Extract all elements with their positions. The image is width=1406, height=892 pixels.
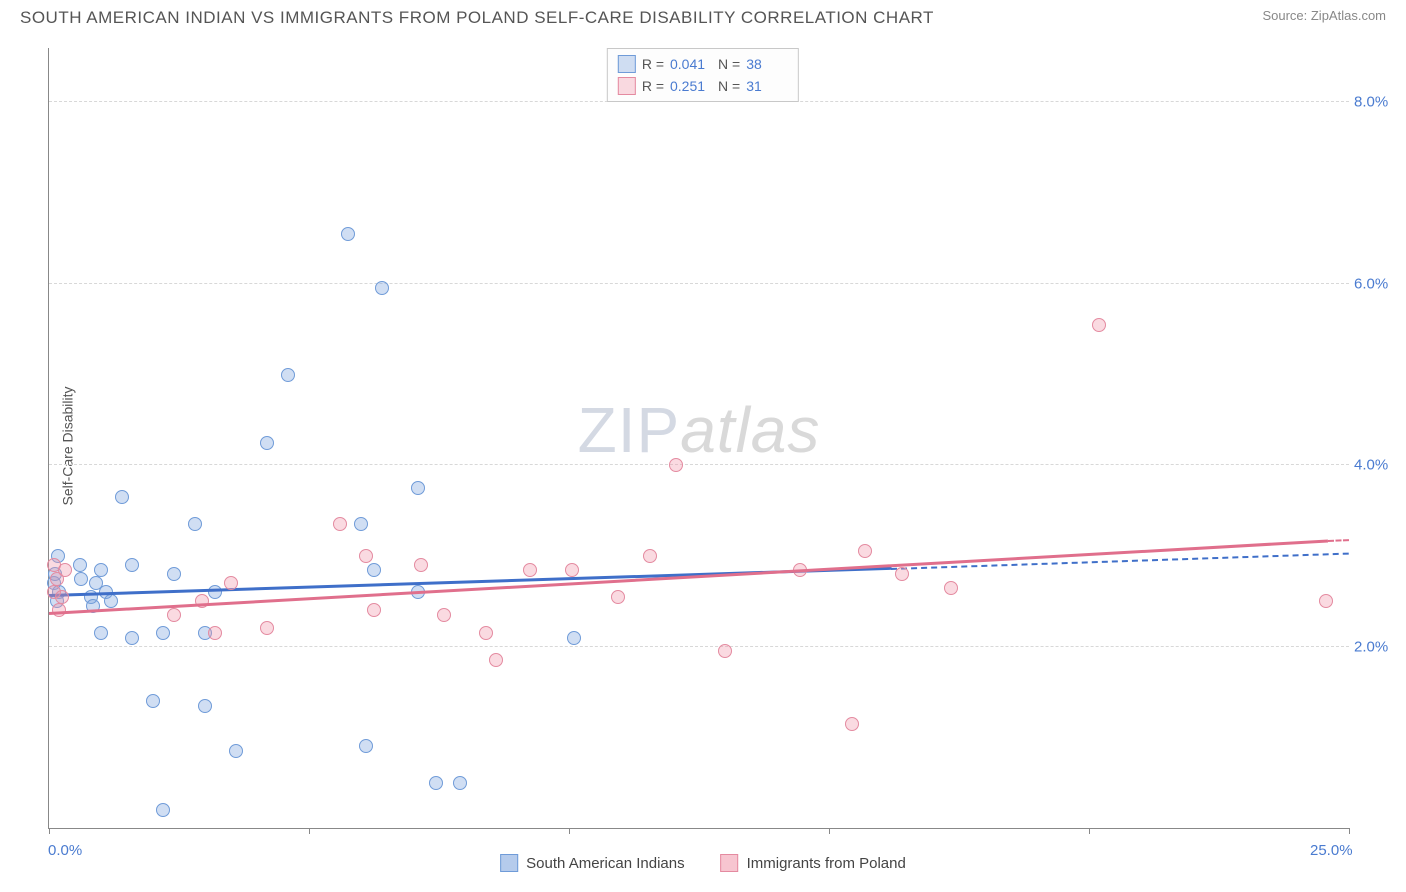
data-point: [611, 590, 625, 604]
data-point: [156, 803, 170, 817]
data-point: [198, 699, 212, 713]
x-tick: [309, 828, 310, 834]
data-point: [354, 517, 368, 531]
legend-label: South American Indians: [526, 855, 684, 872]
legend-r-label: R =: [642, 53, 664, 75]
data-point: [1319, 594, 1333, 608]
trend-line: [49, 539, 1328, 615]
data-point: [479, 626, 493, 640]
data-point: [718, 644, 732, 658]
data-point: [429, 776, 443, 790]
x-tick-label: 25.0%: [1310, 842, 1353, 859]
data-point: [567, 631, 581, 645]
data-point: [367, 563, 381, 577]
legend-r-value: 0.041: [670, 53, 712, 75]
data-point: [94, 626, 108, 640]
data-point: [188, 517, 202, 531]
legend-n-label: N =: [718, 53, 740, 75]
data-point: [411, 481, 425, 495]
data-point: [489, 653, 503, 667]
data-point: [1092, 318, 1106, 332]
legend-r-label: R =: [642, 75, 664, 97]
data-point: [523, 563, 537, 577]
x-tick: [569, 828, 570, 834]
legend-row: R = 0.041 N = 38: [618, 53, 788, 75]
data-point: [359, 549, 373, 563]
legend-n-label: N =: [718, 75, 740, 97]
watermark-atlas: atlas: [680, 394, 820, 466]
x-tick: [1089, 828, 1090, 834]
data-point: [208, 626, 222, 640]
y-tick-label: 8.0%: [1354, 94, 1399, 111]
data-point: [58, 563, 72, 577]
legend-label: Immigrants from Poland: [747, 855, 906, 872]
data-point: [74, 572, 88, 586]
data-point: [359, 739, 373, 753]
y-tick-label: 6.0%: [1354, 275, 1399, 292]
data-point: [333, 517, 347, 531]
data-point: [858, 544, 872, 558]
chart-title: SOUTH AMERICAN INDIAN VS IMMIGRANTS FROM…: [20, 8, 934, 28]
data-point: [845, 717, 859, 731]
data-point: [125, 631, 139, 645]
legend-row: R = 0.251 N = 31: [618, 75, 788, 97]
data-point: [146, 694, 160, 708]
legend-n-value: 31: [746, 75, 788, 97]
gridline: [49, 283, 1349, 284]
data-point: [944, 581, 958, 595]
watermark: ZIPatlas: [578, 393, 821, 467]
trend-line-extrapolated: [1328, 539, 1349, 542]
data-point: [453, 776, 467, 790]
gridline: [49, 646, 1349, 647]
legend-r-value: 0.251: [670, 75, 712, 97]
legend-n-value: 38: [746, 53, 788, 75]
data-point: [895, 567, 909, 581]
data-point: [104, 594, 118, 608]
legend-swatch: [721, 854, 739, 872]
source-label: Source: ZipAtlas.com: [1262, 8, 1386, 23]
legend-item: South American Indians: [500, 854, 684, 872]
data-point: [73, 558, 87, 572]
data-point: [208, 585, 222, 599]
gridline: [49, 464, 1349, 465]
y-tick-label: 2.0%: [1354, 638, 1399, 655]
legend-item: Immigrants from Poland: [721, 854, 906, 872]
y-tick-label: 4.0%: [1354, 457, 1399, 474]
data-point: [565, 563, 579, 577]
data-point: [341, 227, 355, 241]
data-point: [125, 558, 139, 572]
data-point: [375, 281, 389, 295]
x-tick: [829, 828, 830, 834]
data-point: [414, 558, 428, 572]
series-legend: South American Indians Immigrants from Po…: [500, 854, 906, 872]
x-tick-label: 0.0%: [48, 842, 82, 859]
data-point: [167, 608, 181, 622]
header: SOUTH AMERICAN INDIAN VS IMMIGRANTS FROM…: [20, 8, 1386, 28]
watermark-zip: ZIP: [578, 394, 681, 466]
data-point: [94, 563, 108, 577]
legend-swatch: [618, 77, 636, 95]
correlation-legend: R = 0.041 N = 38 R = 0.251 N = 31: [607, 48, 799, 102]
data-point: [260, 436, 274, 450]
data-point: [367, 603, 381, 617]
scatter-chart: ZIPatlas 2.0%4.0%6.0%8.0%: [48, 48, 1349, 829]
data-point: [229, 744, 243, 758]
x-tick: [49, 828, 50, 834]
data-point: [281, 368, 295, 382]
data-point: [167, 567, 181, 581]
legend-swatch: [500, 854, 518, 872]
x-tick: [1349, 828, 1350, 834]
data-point: [115, 490, 129, 504]
data-point: [643, 549, 657, 563]
data-point: [156, 626, 170, 640]
data-point: [260, 621, 274, 635]
data-point: [669, 458, 683, 472]
data-point: [224, 576, 238, 590]
data-point: [55, 590, 69, 604]
legend-swatch: [618, 55, 636, 73]
data-point: [437, 608, 451, 622]
